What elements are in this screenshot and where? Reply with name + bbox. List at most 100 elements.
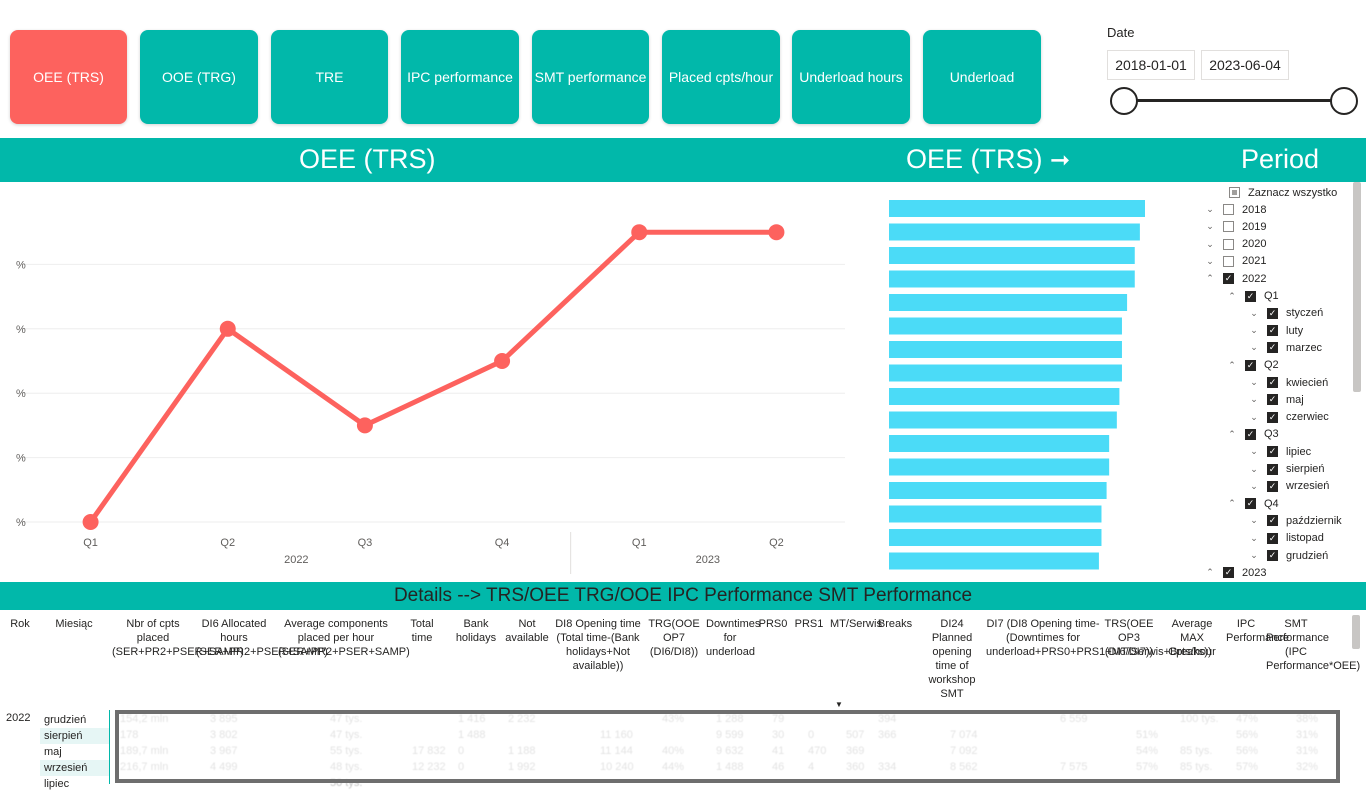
- slicer-item-q3[interactable]: ⌃ ✓ Q3: [1227, 426, 1278, 443]
- oee-bar[interactable]: [889, 317, 1122, 335]
- chevron-down-icon[interactable]: ⌄: [1206, 238, 1214, 249]
- nav-button-ooe-trg[interactable]: OOE (TRG): [140, 30, 258, 124]
- oee-bar[interactable]: [889, 270, 1135, 288]
- column-header[interactable]: Average MAX Cpts/hour: [1168, 618, 1216, 658]
- checkbox-icon[interactable]: ✓: [1223, 273, 1234, 285]
- date-range-slider-track[interactable]: [1124, 99, 1344, 102]
- column-header[interactable]: DI6 Allocated hours (SER+PR2+PSER+SAMP): [196, 618, 328, 658]
- checkbox-icon[interactable]: ✓: [1267, 480, 1278, 492]
- column-header[interactable]: Rok: [10, 618, 30, 630]
- column-header[interactable]: Bank holidays: [455, 618, 497, 644]
- oee-data-point[interactable]: [356, 417, 373, 434]
- chevron-down-icon[interactable]: ⌄: [1206, 204, 1214, 214]
- slicer-item-marzec[interactable]: ⌄ ✓ marzec: [1249, 339, 1322, 356]
- column-header[interactable]: MT/Serwis: [830, 618, 882, 630]
- column-header[interactable]: DI8 Opening time (Total time-(Bank holid…: [555, 618, 641, 672]
- chevron-down-icon[interactable]: ⌄: [1250, 446, 1258, 457]
- column-header[interactable]: Nbr of cpts placed (SER+PR2+PSER+SAMP): [112, 618, 244, 658]
- column-header[interactable]: TRG(OOE OP7 (DI6/DI8)): [648, 618, 700, 658]
- checkbox-icon[interactable]: ✓: [1245, 428, 1256, 440]
- oee-bar[interactable]: [889, 247, 1135, 264]
- column-header[interactable]: Miesiąc: [55, 618, 93, 630]
- nav-button-ipc-performance[interactable]: IPC performance: [401, 30, 519, 124]
- slicer-item-2018[interactable]: ⌄ 2018: [1205, 201, 1266, 218]
- oee-bar[interactable]: [889, 411, 1117, 429]
- slicer-item-grudzień[interactable]: ⌄ ✓ grudzień: [1249, 547, 1328, 564]
- slicer-item-styczeń[interactable]: ⌄ ✓ styczeń: [1249, 305, 1323, 322]
- chevron-down-icon[interactable]: ⌄: [1250, 325, 1258, 336]
- checkbox-icon[interactable]: ✓: [1245, 498, 1256, 510]
- column-header[interactable]: Downtimes for underload: [706, 618, 761, 658]
- nav-button-oee-trs[interactable]: OEE (TRS): [10, 30, 127, 124]
- chevron-down-icon[interactable]: ⌄: [1250, 307, 1258, 318]
- oee-bar[interactable]: [889, 505, 1102, 523]
- chevron-down-icon[interactable]: ⌄: [1250, 411, 1258, 422]
- oee-bar[interactable]: [889, 482, 1107, 499]
- oee-data-point[interactable]: [768, 224, 785, 241]
- checkbox-icon[interactable]: ✓: [1223, 567, 1234, 579]
- checkbox-icon[interactable]: ✓: [1267, 411, 1278, 423]
- oee-bar[interactable]: [889, 364, 1122, 382]
- oee-bar[interactable]: [889, 341, 1122, 358]
- checkbox-icon[interactable]: ✓: [1267, 377, 1278, 388]
- column-header[interactable]: PRS1: [794, 618, 824, 630]
- slicer-item-sierpień[interactable]: ⌄ ✓ sierpień: [1249, 461, 1324, 478]
- slicer-item-q1[interactable]: ⌃ ✓ Q1: [1227, 288, 1278, 305]
- oee-bar[interactable]: [889, 458, 1110, 476]
- checkbox-icon[interactable]: ✓: [1267, 463, 1278, 475]
- slicer-item-lipiec[interactable]: ⌄ ✓ lipiec: [1249, 443, 1311, 460]
- oee-bar[interactable]: [889, 388, 1120, 405]
- slicer-item-q4[interactable]: ⌃ ✓ Q4: [1227, 495, 1278, 512]
- column-header[interactable]: SMT Performance (IPC Performance*OEE): [1266, 618, 1361, 672]
- column-header[interactable]: DI24 Planned opening time of workshop SM…: [928, 618, 976, 700]
- date-range-start-handle[interactable]: [1110, 87, 1138, 115]
- nav-button-underload-hours[interactable]: Underload hours: [792, 30, 910, 124]
- slicer-item-q2[interactable]: ⌃ ✓ Q2: [1227, 357, 1278, 374]
- checkbox-icon[interactable]: ✓: [1267, 325, 1278, 337]
- chevron-up-icon[interactable]: ⌃: [1228, 290, 1236, 301]
- checkbox-icon[interactable]: ✓: [1245, 359, 1256, 371]
- checkbox-icon[interactable]: [1223, 221, 1234, 233]
- oee-bar[interactable]: [889, 552, 1099, 570]
- nav-button-smt-performance[interactable]: SMT performance: [532, 30, 649, 124]
- slicer-item-wrzesień[interactable]: ⌄ ✓ wrzesień: [1249, 478, 1329, 495]
- chevron-up-icon[interactable]: ⌃: [1228, 359, 1236, 370]
- column-header[interactable]: Average components placed per hour (SER+…: [278, 618, 410, 658]
- chevron-down-icon[interactable]: ⌄: [1250, 342, 1258, 353]
- column-header[interactable]: IPC Performance: [1226, 618, 1289, 644]
- oee-data-point[interactable]: [494, 353, 511, 369]
- slicer-item-2023[interactable]: ⌃ ✓ 2023: [1205, 564, 1266, 580]
- chevron-up-icon[interactable]: ⌃: [1228, 428, 1236, 439]
- slicer-item-kwiecień[interactable]: ⌄ ✓ kwiecień: [1249, 374, 1328, 391]
- chevron-down-icon[interactable]: ⌄: [1250, 463, 1258, 474]
- slicer-item-czerwiec[interactable]: ⌄ ✓ czerwiec: [1249, 409, 1329, 426]
- table-scrollbar[interactable]: [1352, 615, 1360, 649]
- checkbox-icon[interactable]: [1223, 204, 1234, 215]
- oee-bar[interactable]: [889, 435, 1110, 452]
- checkbox-icon[interactable]: ✓: [1267, 515, 1278, 527]
- column-header[interactable]: TRS(OEE OP3 (DI6/DI7)): [1104, 618, 1154, 658]
- slicer-item-październik[interactable]: ⌄ ✓ październik: [1249, 512, 1341, 529]
- date-range-end-handle[interactable]: [1330, 87, 1358, 115]
- checkbox-icon[interactable]: ✓: [1267, 307, 1278, 319]
- slicer-select-all[interactable]: Zaznacz wszystko: [1229, 184, 1337, 201]
- column-header[interactable]: Not available: [505, 618, 549, 644]
- checkbox-icon[interactable]: ✓: [1245, 290, 1256, 302]
- checkbox-icon[interactable]: ✓: [1267, 394, 1278, 406]
- chevron-down-icon[interactable]: ⌄: [1250, 550, 1258, 560]
- chevron-down-icon[interactable]: ⌄: [1206, 221, 1214, 232]
- chevron-down-icon[interactable]: ⌄: [1206, 255, 1214, 266]
- oee-bar[interactable]: [889, 529, 1102, 546]
- checkbox-icon[interactable]: ✓: [1267, 532, 1278, 544]
- chevron-down-icon[interactable]: ⌄: [1250, 515, 1258, 526]
- chevron-up-icon[interactable]: ⌃: [1228, 498, 1236, 509]
- slicer-item-2019[interactable]: ⌄ 2019: [1205, 218, 1266, 235]
- checkbox-icon[interactable]: [1223, 238, 1234, 250]
- chevron-down-icon[interactable]: ⌄: [1250, 480, 1258, 491]
- oee-data-point[interactable]: [219, 320, 236, 337]
- oee-data-point[interactable]: [82, 514, 99, 530]
- slicer-item-2020[interactable]: ⌄ 2020: [1205, 236, 1266, 253]
- sort-desc-icon[interactable]: ▼: [835, 700, 843, 709]
- column-header[interactable]: Total time: [410, 618, 434, 644]
- chevron-down-icon[interactable]: ⌄: [1250, 394, 1258, 405]
